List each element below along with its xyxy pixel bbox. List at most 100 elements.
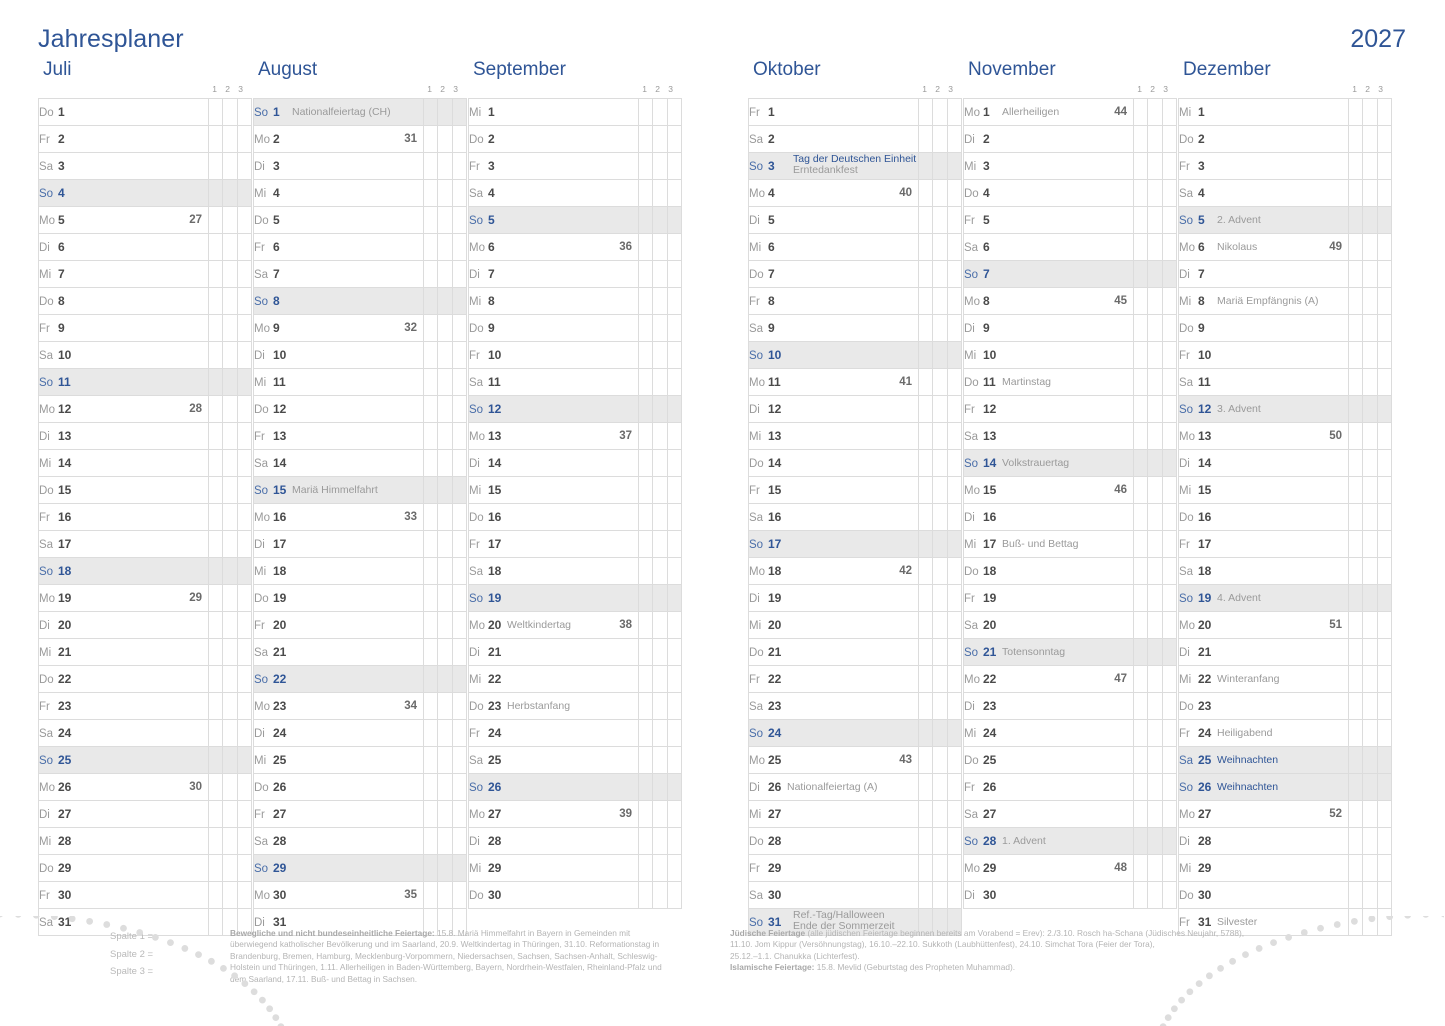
extra-column-cell-1[interactable] xyxy=(1347,827,1364,855)
extra-column-cell-2[interactable] xyxy=(222,98,238,126)
day-cell[interactable]: Do 29 xyxy=(38,854,209,882)
day-cell[interactable]: So 5 2. Advent xyxy=(1178,206,1349,234)
extra-column-cell-1[interactable] xyxy=(422,98,439,126)
day-row[interactable]: So 21 Totensonntag xyxy=(963,638,1177,666)
extra-column-cell-3[interactable] xyxy=(1376,341,1392,369)
extra-column-cell-3[interactable] xyxy=(1161,854,1177,882)
extra-column-cell-3[interactable] xyxy=(1376,746,1392,774)
day-row[interactable]: Sa 25 Weihnachten xyxy=(1178,746,1392,774)
day-cell[interactable]: Mi 13 xyxy=(748,422,919,450)
day-cell[interactable]: Di 10 xyxy=(253,341,424,369)
extra-column-cell-3[interactable] xyxy=(1161,584,1177,612)
day-row[interactable]: So 19 xyxy=(468,584,682,612)
extra-column-cell-3[interactable] xyxy=(666,476,682,504)
extra-column-cell-1[interactable] xyxy=(1347,206,1364,234)
extra-column-cell-1[interactable] xyxy=(1347,368,1364,396)
extra-column-cell-1[interactable] xyxy=(207,476,224,504)
extra-column-cell-3[interactable] xyxy=(666,314,682,342)
extra-column-cell-2[interactable] xyxy=(1362,503,1378,531)
extra-column-cell-1[interactable] xyxy=(917,233,934,261)
extra-column-cell-1[interactable] xyxy=(422,854,439,882)
extra-column-cell-2[interactable] xyxy=(1147,665,1163,693)
day-row[interactable]: Fr 3 xyxy=(468,152,682,180)
day-cell[interactable]: Sa 21 xyxy=(253,638,424,666)
day-row[interactable]: Mo 25 43 xyxy=(748,746,962,774)
day-cell[interactable]: Do 26 xyxy=(253,773,424,801)
day-row[interactable]: Sa 7 xyxy=(253,260,467,288)
day-cell[interactable]: Fr 3 xyxy=(468,152,639,180)
extra-column-cell-3[interactable] xyxy=(1161,800,1177,828)
extra-column-cell-2[interactable] xyxy=(437,260,453,288)
extra-column-cell-3[interactable] xyxy=(1161,449,1177,477)
extra-column-cell-2[interactable] xyxy=(1362,908,1378,936)
extra-column-cell-3[interactable] xyxy=(666,422,682,450)
day-cell[interactable]: Fr 16 xyxy=(38,503,209,531)
extra-column-cell-3[interactable] xyxy=(1376,206,1392,234)
day-cell[interactable]: So 4 xyxy=(38,179,209,207)
extra-column-cell-2[interactable] xyxy=(652,773,668,801)
day-row[interactable]: Sa 25 xyxy=(468,746,682,774)
day-row[interactable]: Sa 24 xyxy=(38,719,252,747)
day-cell[interactable]: Mi 6 xyxy=(748,233,919,261)
extra-column-cell-1[interactable] xyxy=(207,179,224,207)
day-row[interactable]: Do 5 xyxy=(253,206,467,234)
day-cell[interactable]: Di 28 xyxy=(1178,827,1349,855)
day-cell[interactable]: Mo 18 42 xyxy=(748,557,919,585)
day-row[interactable]: Sa 23 xyxy=(748,692,962,720)
day-cell[interactable]: Mo 20 51 xyxy=(1178,611,1349,639)
day-row[interactable]: Fr 26 xyxy=(963,773,1177,801)
extra-column-cell-1[interactable] xyxy=(637,503,654,531)
day-row[interactable]: Mi 27 xyxy=(748,800,962,828)
extra-column-cell-1[interactable] xyxy=(1132,773,1149,801)
extra-column-cell-3[interactable] xyxy=(1161,665,1177,693)
extra-column-cell-2[interactable] xyxy=(1362,179,1378,207)
day-cell[interactable]: So 29 xyxy=(253,854,424,882)
day-row[interactable]: Mo 23 34 xyxy=(253,692,467,720)
extra-column-cell-2[interactable] xyxy=(437,314,453,342)
extra-column-cell-3[interactable] xyxy=(946,152,962,180)
day-cell[interactable]: Mi 21 xyxy=(38,638,209,666)
extra-column-cell-3[interactable] xyxy=(451,800,467,828)
extra-column-cell-3[interactable] xyxy=(946,746,962,774)
extra-column-cell-3[interactable] xyxy=(946,557,962,585)
day-cell[interactable]: Fr 23 xyxy=(38,692,209,720)
day-row[interactable]: So 5 xyxy=(468,206,682,234)
day-row[interactable]: Mi 8 xyxy=(468,287,682,315)
extra-column-cell-3[interactable] xyxy=(1376,854,1392,882)
day-row[interactable]: Sa 13 xyxy=(963,422,1177,450)
extra-column-cell-3[interactable] xyxy=(946,395,962,423)
day-row[interactable]: Do 29 xyxy=(38,854,252,882)
day-row[interactable]: Do 26 xyxy=(253,773,467,801)
day-cell[interactable]: So 10 xyxy=(748,341,919,369)
day-cell[interactable]: Sa 6 xyxy=(963,233,1134,261)
extra-column-cell-2[interactable] xyxy=(1147,746,1163,774)
extra-column-cell-3[interactable] xyxy=(666,692,682,720)
extra-column-cell-1[interactable] xyxy=(917,719,934,747)
extra-column-cell-2[interactable] xyxy=(932,422,948,450)
extra-column-cell-3[interactable] xyxy=(946,422,962,450)
day-cell[interactable]: Do 19 xyxy=(253,584,424,612)
extra-column-cell-3[interactable] xyxy=(236,638,252,666)
extra-column-cell-3[interactable] xyxy=(451,611,467,639)
extra-column-cell-3[interactable] xyxy=(1376,125,1392,153)
extra-column-cell-2[interactable] xyxy=(932,476,948,504)
day-row[interactable]: Sa 18 xyxy=(468,557,682,585)
day-cell[interactable]: Do 23 xyxy=(1178,692,1349,720)
extra-column-cell-3[interactable] xyxy=(1161,314,1177,342)
extra-column-cell-2[interactable] xyxy=(1362,422,1378,450)
day-cell[interactable]: So 1 Nationalfeiertag (CH) xyxy=(253,98,424,126)
extra-column-cell-3[interactable] xyxy=(946,314,962,342)
extra-column-cell-3[interactable] xyxy=(1376,395,1392,423)
extra-column-cell-2[interactable] xyxy=(1362,881,1378,909)
extra-column-cell-2[interactable] xyxy=(932,584,948,612)
extra-column-cell-2[interactable] xyxy=(1362,152,1378,180)
extra-column-cell-2[interactable] xyxy=(1147,368,1163,396)
extra-column-cell-1[interactable] xyxy=(1132,476,1149,504)
day-row[interactable]: Do 7 xyxy=(748,260,962,288)
extra-column-cell-2[interactable] xyxy=(652,719,668,747)
extra-column-cell-1[interactable] xyxy=(422,746,439,774)
day-row[interactable]: Di 17 xyxy=(253,530,467,558)
extra-column-cell-2[interactable] xyxy=(1362,692,1378,720)
day-row[interactable]: Do 23 Herbstanfang xyxy=(468,692,682,720)
extra-column-cell-3[interactable] xyxy=(236,125,252,153)
